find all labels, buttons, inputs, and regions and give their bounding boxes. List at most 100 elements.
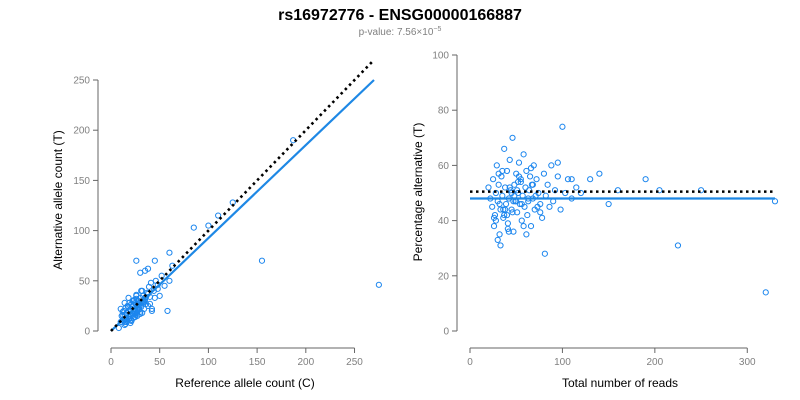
right-data-point	[564, 176, 572, 183]
right-y-tick-label: 100	[432, 51, 449, 62]
right-data-point	[533, 176, 540, 183]
left-y-tick-label: 150	[73, 176, 90, 187]
right-data-point	[546, 203, 553, 210]
left-data-point	[205, 222, 212, 229]
right-data-point	[495, 181, 502, 188]
right-y-tick-label: 40	[438, 216, 450, 227]
right-data-point	[522, 184, 529, 191]
right-data-point	[495, 170, 502, 177]
left-data-point	[151, 257, 158, 264]
right-data-point	[509, 134, 516, 141]
left-data-point	[142, 293, 150, 300]
left-identity-line	[110, 59, 375, 332]
left-data-point	[119, 311, 126, 319]
right-data-point	[562, 189, 569, 197]
right-data-point	[526, 173, 534, 180]
right-data-point	[524, 211, 531, 219]
left-x-tick-label: 200	[297, 357, 314, 368]
right-data-point	[656, 187, 663, 194]
p-value-text: p-value: 7.56×10	[359, 27, 434, 38]
left-data-point	[375, 281, 382, 288]
right-data-point	[527, 223, 535, 230]
left-data-point	[166, 249, 173, 256]
left-data-point	[136, 305, 143, 313]
right-x-axis-label: Total number of reads	[562, 376, 678, 390]
right-data-point	[494, 236, 501, 244]
left-data-point	[132, 313, 139, 321]
left-regression-line	[110, 79, 375, 332]
left-data-point	[156, 292, 163, 299]
left-data-point	[258, 257, 266, 264]
right-data-point	[762, 289, 769, 296]
right-data-point	[523, 167, 530, 175]
left-data-point	[139, 287, 146, 294]
right-data-point	[503, 211, 511, 219]
p-value-exponent: −5	[433, 26, 441, 33]
left-y-tick-label: 200	[73, 126, 90, 137]
left-data-point	[148, 305, 156, 313]
right-data-point	[587, 176, 594, 183]
left-data-point	[161, 282, 168, 289]
right-data-point	[518, 217, 525, 224]
right-data-point	[510, 228, 517, 235]
left-x-tick-label: 100	[200, 357, 217, 368]
right-data-point	[559, 123, 566, 130]
right-data-point	[506, 156, 513, 163]
right-y-tick-label: 80	[438, 106, 450, 117]
right-data-point	[506, 184, 513, 191]
right-data-point	[538, 214, 546, 221]
right-x-tick-label: 200	[647, 357, 664, 368]
right-data-point	[490, 176, 497, 183]
right-data-point	[527, 165, 535, 172]
left-y-tick-label: 50	[79, 276, 91, 287]
right-x-tick-label: 100	[554, 357, 571, 368]
right-data-point	[577, 189, 585, 197]
right-x-tick-label: 300	[739, 357, 756, 368]
right-data-point	[518, 200, 525, 208]
left-data-point	[133, 291, 140, 298]
left-data-point	[115, 324, 122, 332]
right-data-point	[534, 203, 541, 210]
left-y-tick-label: 100	[73, 226, 90, 237]
right-data-point	[568, 176, 575, 183]
right-data-point	[500, 206, 507, 213]
left-data-point	[166, 277, 173, 284]
left-x-tick-label: 50	[154, 357, 166, 368]
right-data-point	[697, 187, 705, 194]
left-data-point	[117, 305, 124, 313]
left-data-point	[148, 307, 156, 315]
right-data-point	[541, 250, 548, 257]
right-data-point	[557, 206, 564, 213]
right-data-point	[540, 170, 548, 177]
right-data-point	[504, 225, 511, 232]
chart-title: rs16972776 - ENSG00000166887	[278, 7, 522, 24]
right-data-point	[642, 176, 649, 183]
right-data-point	[614, 187, 621, 194]
right-y-tick-label: 60	[438, 161, 450, 172]
left-data-point	[215, 212, 222, 219]
left-scatter-panel: Reference allele count (C) Alternative a…	[51, 59, 382, 390]
left-y-tick-label: 250	[73, 76, 90, 87]
left-x-tick-label: 250	[346, 357, 363, 368]
right-data-point	[504, 220, 511, 227]
right-y-tick-label: 0	[443, 327, 449, 338]
right-data-point	[523, 231, 530, 238]
right-scatter-panel: Total number of reads Percentage alterna…	[411, 51, 779, 390]
left-data-point	[126, 310, 133, 318]
right-data-point	[517, 178, 524, 186]
right-data-point	[496, 231, 503, 238]
right-data-point	[548, 162, 555, 169]
left-data-point	[164, 307, 171, 315]
right-data-point	[674, 242, 682, 249]
right-data-point	[502, 200, 510, 208]
right-data-point	[505, 228, 512, 235]
left-data-point	[141, 267, 149, 274]
left-x-axis-label: Reference allele count (C)	[175, 376, 314, 390]
right-data-point	[493, 162, 500, 169]
left-data-point	[132, 311, 139, 319]
right-data-point	[485, 184, 492, 191]
right-data-point	[529, 181, 536, 188]
right-x-tick-label: 0	[467, 357, 473, 368]
right-data-point	[573, 184, 580, 191]
